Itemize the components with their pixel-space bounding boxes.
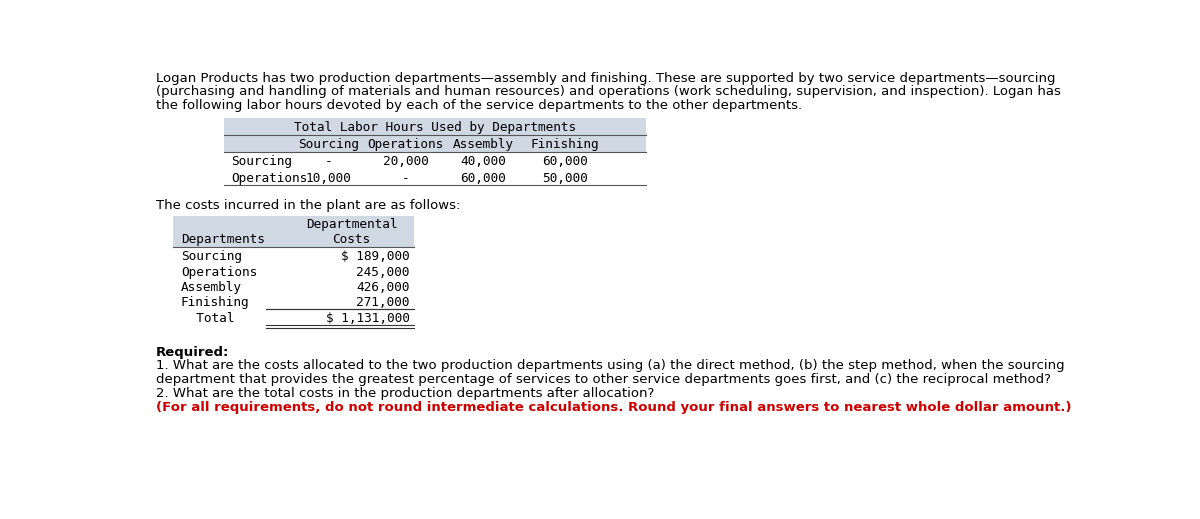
Text: Sourcing: Sourcing (232, 155, 293, 168)
Text: 1. What are the costs allocated to the two production departments using (a) the : 1. What are the costs allocated to the t… (156, 360, 1064, 373)
Text: Operations: Operations (181, 266, 257, 279)
Text: Sourcing: Sourcing (298, 138, 359, 151)
Text: 50,000: 50,000 (541, 172, 588, 185)
Text: Finishing: Finishing (530, 138, 599, 151)
Text: Costs: Costs (332, 233, 371, 246)
Text: $ 189,000: $ 189,000 (341, 250, 409, 263)
Text: 10,000: 10,000 (305, 172, 352, 185)
Text: Required:: Required: (156, 346, 229, 359)
Text: Sourcing: Sourcing (181, 250, 242, 263)
Text: Total Labor Hours Used by Departments: Total Labor Hours Used by Departments (294, 121, 576, 134)
Text: Total: Total (181, 312, 234, 325)
FancyBboxPatch shape (223, 134, 646, 152)
Text: The costs incurred in the plant are as follows:: The costs incurred in the plant are as f… (156, 199, 461, 212)
Text: (purchasing and handling of materials and human resources) and operations (work : (purchasing and handling of materials an… (156, 86, 1061, 99)
Text: 60,000: 60,000 (541, 155, 588, 168)
Text: 60,000: 60,000 (461, 172, 506, 185)
FancyBboxPatch shape (223, 118, 646, 134)
Text: department that provides the greatest percentage of services to other service de: department that provides the greatest pe… (156, 373, 1051, 386)
Text: Operations: Operations (367, 138, 444, 151)
Text: the following labor hours devoted by each of the service departments to the othe: the following labor hours devoted by eac… (156, 99, 803, 112)
Text: 245,000: 245,000 (356, 266, 409, 279)
Text: 271,000: 271,000 (356, 296, 409, 309)
Text: Departmental: Departmental (306, 218, 397, 231)
Text: Finishing: Finishing (181, 296, 250, 309)
Text: 40,000: 40,000 (461, 155, 506, 168)
Text: Operations: Operations (232, 172, 307, 185)
Text: -: - (324, 155, 332, 168)
Text: 2. What are the total costs in the production departments after allocation?: 2. What are the total costs in the produ… (156, 387, 654, 400)
Text: (For all requirements, do not round intermediate calculations. Round your final : (For all requirements, do not round inte… (156, 401, 1072, 414)
Text: Assembly: Assembly (181, 281, 242, 294)
Text: Departments: Departments (181, 233, 265, 246)
Text: 20,000: 20,000 (383, 155, 428, 168)
Text: -: - (402, 172, 409, 185)
Text: $ 1,131,000: $ 1,131,000 (325, 312, 409, 325)
FancyBboxPatch shape (173, 216, 414, 247)
Text: 426,000: 426,000 (356, 281, 409, 294)
Text: Assembly: Assembly (452, 138, 514, 151)
Text: Logan Products has two production departments—assembly and finishing. These are : Logan Products has two production depart… (156, 72, 1056, 85)
